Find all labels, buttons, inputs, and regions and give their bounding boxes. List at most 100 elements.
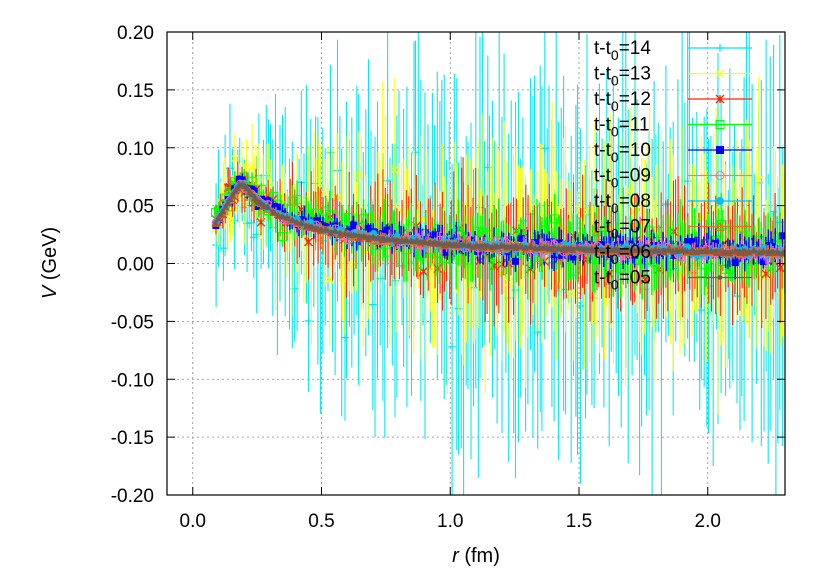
- data-point: [431, 231, 439, 239]
- y-tick-label: 0.10: [117, 139, 154, 160]
- data-point: [480, 243, 485, 248]
- data-point: [580, 247, 585, 252]
- data-point: [219, 244, 228, 253]
- data-point: [754, 175, 764, 185]
- data-point: [576, 246, 581, 251]
- legend-label: t-t0=05: [594, 268, 651, 293]
- data-point: [751, 249, 757, 254]
- data-point: [670, 248, 675, 253]
- data-point: [618, 248, 623, 253]
- x-tick-label: 0.5: [308, 511, 334, 532]
- data-point: [715, 120, 725, 129]
- data-point: [292, 195, 302, 205]
- data-point: [299, 221, 304, 226]
- data-point: [547, 246, 552, 252]
- data-point: [461, 243, 466, 248]
- data-point: [657, 249, 662, 254]
- data-point: [247, 163, 257, 173]
- data-point: [471, 244, 476, 249]
- data-point: [665, 248, 671, 253]
- legend-item: t-t0=06: [594, 242, 752, 267]
- y-axis-label: V (GeV): [39, 227, 61, 299]
- data-point: [780, 250, 785, 255]
- data-point: [737, 249, 742, 254]
- y-tick-label: 0.20: [117, 23, 154, 44]
- data-point: [715, 69, 725, 78]
- data-point: [413, 239, 418, 244]
- data-point: [359, 214, 369, 224]
- data-point: [585, 247, 590, 252]
- data-point: [355, 234, 363, 242]
- data-point: [599, 247, 605, 252]
- data-point: [690, 247, 695, 253]
- data-point: [309, 224, 314, 229]
- data-point: [627, 248, 635, 256]
- data-point: [441, 248, 449, 256]
- data-point: [304, 237, 314, 247]
- legend-label: t-t0=12: [594, 89, 651, 114]
- legend-item: t-t0=14: [594, 38, 752, 63]
- data-point: [404, 238, 409, 243]
- data-point: [642, 248, 647, 253]
- data-point: [494, 244, 499, 249]
- data-point: [432, 239, 437, 245]
- data-point: [759, 258, 767, 266]
- data-point: [389, 165, 399, 175]
- data-point: [242, 183, 247, 188]
- data-point: [609, 247, 614, 253]
- data-point: [361, 234, 367, 239]
- data-point: [594, 246, 599, 252]
- data-point: [247, 189, 252, 194]
- data-point: [616, 263, 626, 273]
- data-point: [541, 245, 547, 250]
- data-point: [576, 302, 585, 311]
- y-tick-label: -0.20: [111, 486, 154, 507]
- data-point: [503, 244, 509, 249]
- data-point: [731, 259, 739, 267]
- data-point: [447, 241, 452, 247]
- data-point: [383, 226, 391, 234]
- y-tick-label: 0.00: [117, 255, 154, 276]
- data-point: [644, 225, 654, 235]
- data-point: [382, 247, 392, 257]
- data-point: [212, 241, 221, 250]
- y-tick-label: -0.05: [111, 312, 154, 333]
- data-point: [230, 154, 240, 164]
- data-point: [285, 215, 290, 221]
- data-point: [613, 247, 618, 252]
- data-point: [589, 246, 594, 251]
- data-point: [368, 300, 377, 309]
- data-point: [215, 216, 221, 222]
- data-point: [408, 239, 414, 244]
- y-tick-label: -0.15: [111, 428, 154, 449]
- data-point: [354, 171, 364, 181]
- legend-item: t-t0=08: [594, 191, 752, 216]
- data-point: [270, 209, 275, 214]
- data-point: [489, 261, 499, 271]
- data-point: [218, 212, 223, 217]
- data-point: [489, 244, 494, 250]
- data-point: [715, 171, 725, 180]
- legend-label: t-t0=08: [594, 191, 651, 216]
- data-point: [473, 226, 483, 236]
- data-point: [761, 250, 766, 256]
- data-point: [451, 242, 457, 247]
- legend-item: t-t0=11: [594, 115, 752, 140]
- data-point: [517, 234, 525, 242]
- data-point: [625, 186, 635, 196]
- data-point: [628, 247, 633, 253]
- data-point: [303, 223, 308, 228]
- data-point: [399, 238, 404, 244]
- x-tick-label: 1.5: [566, 511, 592, 532]
- data-point: [484, 243, 490, 248]
- data-point: [280, 214, 285, 219]
- x-tick-label: 2.0: [695, 511, 721, 532]
- data-point: [356, 233, 361, 238]
- data-point: [669, 251, 677, 259]
- data-point: [715, 221, 725, 231]
- data-point: [715, 94, 725, 104]
- data-point: [437, 241, 442, 246]
- data-point: [716, 44, 724, 52]
- data-point: [411, 148, 420, 157]
- data-point: [604, 247, 609, 252]
